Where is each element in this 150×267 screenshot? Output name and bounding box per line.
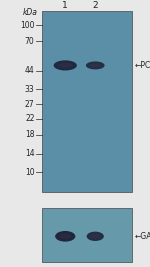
Text: 70: 70 bbox=[25, 37, 34, 46]
Text: 27: 27 bbox=[25, 100, 34, 109]
Ellipse shape bbox=[54, 60, 77, 70]
Text: 100: 100 bbox=[20, 21, 34, 30]
Text: 2: 2 bbox=[92, 1, 98, 10]
FancyBboxPatch shape bbox=[42, 208, 132, 262]
Ellipse shape bbox=[59, 234, 71, 239]
Ellipse shape bbox=[58, 63, 72, 68]
FancyBboxPatch shape bbox=[42, 11, 132, 192]
Text: ←PCYOX1: ←PCYOX1 bbox=[135, 61, 150, 70]
Ellipse shape bbox=[90, 234, 101, 239]
Ellipse shape bbox=[87, 231, 104, 241]
Ellipse shape bbox=[90, 63, 101, 67]
Text: 1: 1 bbox=[62, 1, 68, 10]
Ellipse shape bbox=[55, 231, 75, 242]
Text: 44: 44 bbox=[25, 66, 34, 75]
Text: 18: 18 bbox=[25, 130, 34, 139]
Text: 14: 14 bbox=[25, 149, 34, 158]
Text: 10: 10 bbox=[25, 168, 34, 177]
Text: 22: 22 bbox=[25, 114, 34, 123]
Text: kDa: kDa bbox=[22, 7, 37, 17]
Text: 33: 33 bbox=[25, 85, 34, 94]
Ellipse shape bbox=[86, 61, 105, 69]
Text: ←GAPDH: ←GAPDH bbox=[135, 232, 150, 241]
